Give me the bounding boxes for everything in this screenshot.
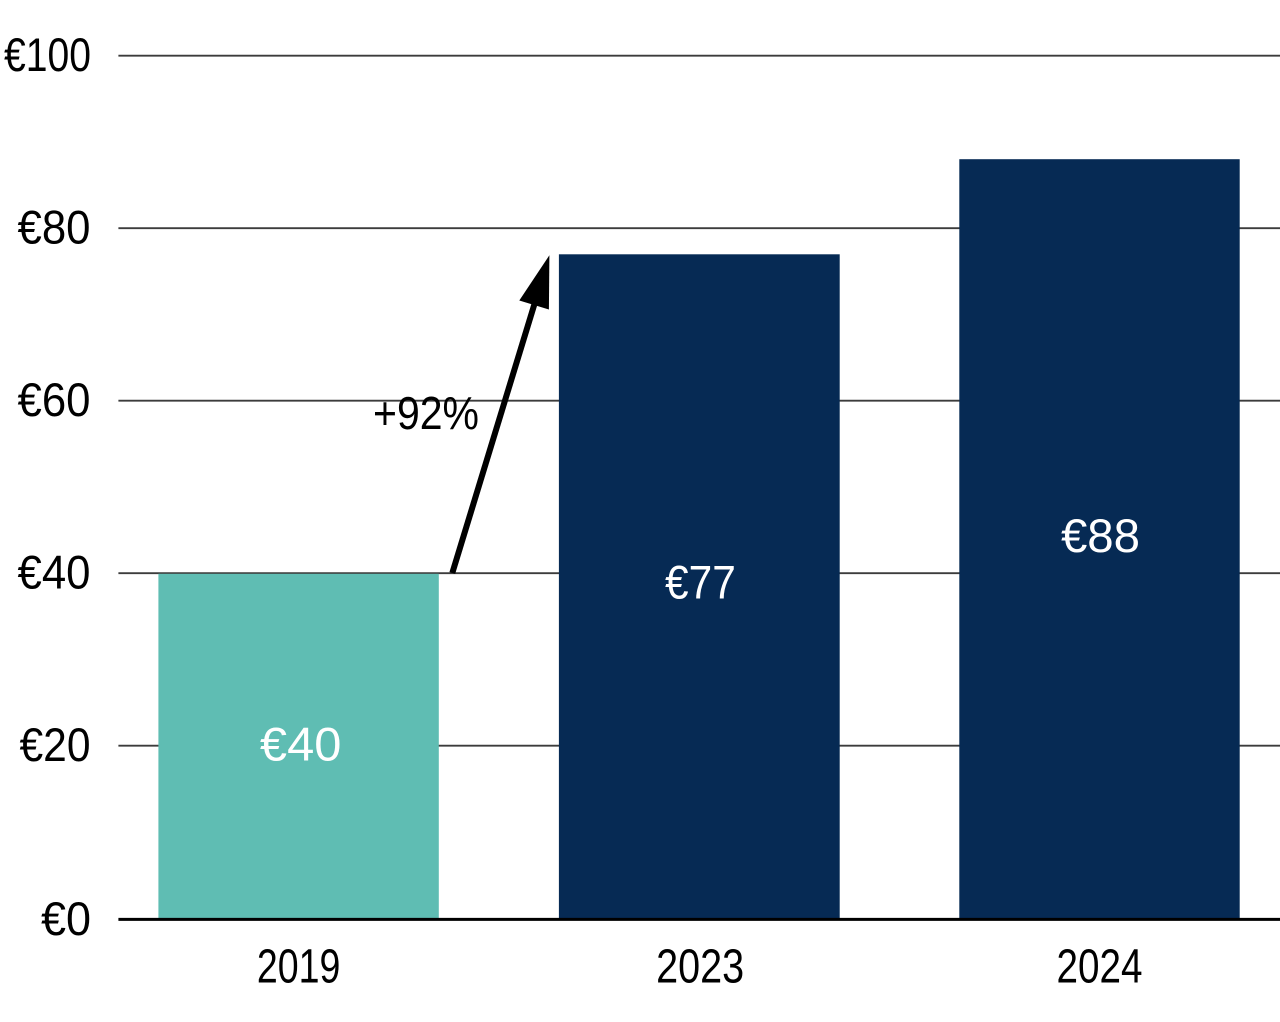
- svg-text:€0: €0: [41, 892, 91, 945]
- svg-text:2023: 2023: [656, 939, 744, 993]
- svg-text:€20: €20: [20, 718, 91, 771]
- svg-text:€77: €77: [665, 557, 736, 610]
- svg-text:2024: 2024: [1057, 939, 1143, 993]
- svg-text:€80: €80: [18, 200, 91, 253]
- svg-text:€100: €100: [4, 28, 91, 81]
- svg-text:€40: €40: [18, 545, 91, 598]
- svg-text:€88: €88: [1061, 510, 1140, 563]
- svg-text:€40: €40: [260, 719, 342, 772]
- svg-text:2019: 2019: [257, 939, 341, 993]
- svg-text:+92%: +92%: [373, 387, 479, 439]
- svg-text:€60: €60: [18, 373, 91, 426]
